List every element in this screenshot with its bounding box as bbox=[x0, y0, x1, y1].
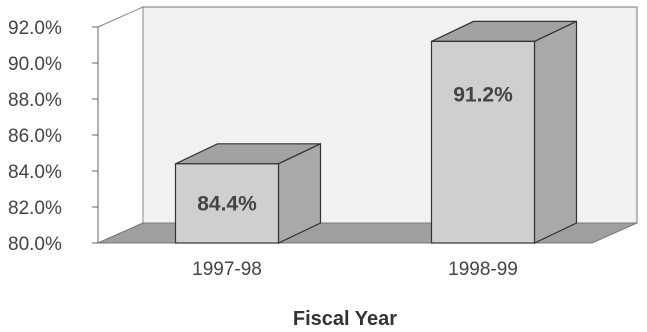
bar-data-label: 91.2% bbox=[453, 83, 513, 106]
y-axis-ticks: 80.0% 82.0% 84.0% 86.0% 88.0% 90.0% 92.0% bbox=[8, 18, 98, 255]
y-tick-label: 82.0% bbox=[8, 198, 62, 219]
bar-side-face bbox=[533, 20, 578, 244]
chart-side-wall bbox=[97, 6, 144, 244]
y-tick-label: 92.0% bbox=[8, 18, 62, 39]
y-tick-label: 90.0% bbox=[8, 54, 62, 75]
y-tick-label: 80.0% bbox=[8, 234, 62, 255]
y-tick-label: 84.0% bbox=[8, 162, 62, 183]
x-axis-categories: 1997-98 1998-99 bbox=[192, 259, 518, 280]
x-category-label: 1997-98 bbox=[192, 259, 262, 280]
bars: 84.4% 91.2% bbox=[174, 20, 578, 244]
bar-data-label: 84.4% bbox=[197, 192, 257, 215]
x-category-label: 1998-99 bbox=[448, 259, 518, 280]
bar-front-face bbox=[430, 40, 536, 244]
bar: 84.4% bbox=[174, 142, 322, 244]
y-tick-label: 86.0% bbox=[8, 126, 62, 147]
bar-front-face bbox=[174, 163, 280, 244]
bar: 91.2% bbox=[430, 20, 578, 244]
x-axis-label: Fiscal Year bbox=[293, 308, 397, 330]
y-tick-label: 88.0% bbox=[8, 90, 62, 111]
